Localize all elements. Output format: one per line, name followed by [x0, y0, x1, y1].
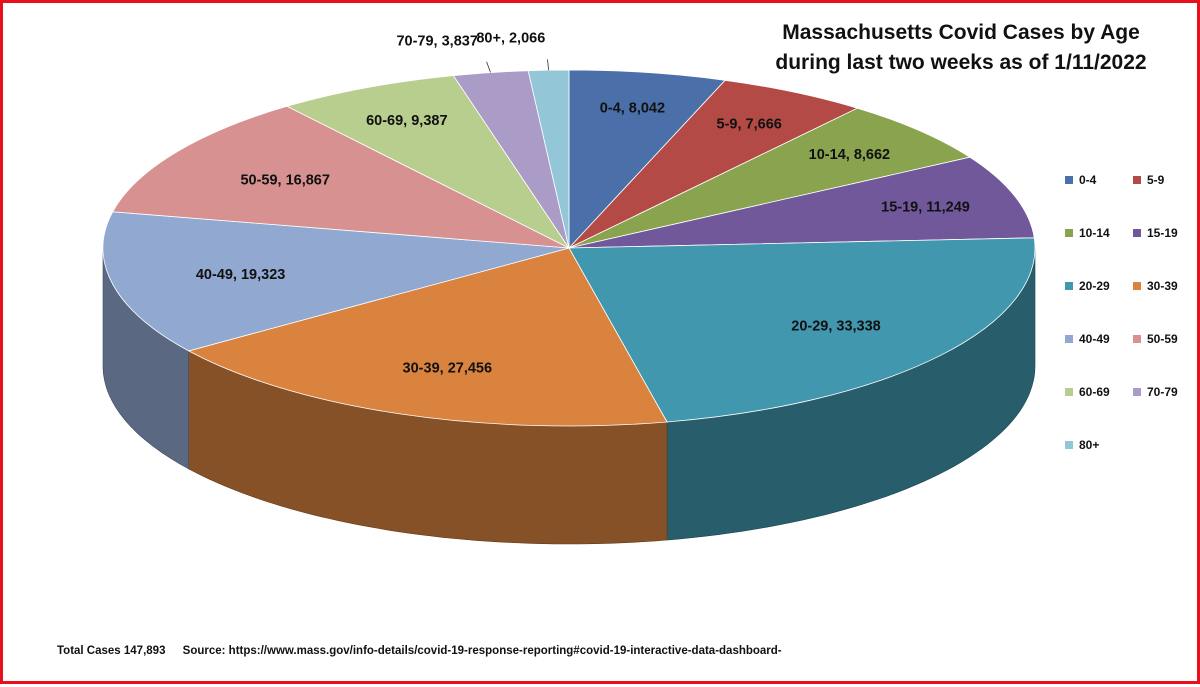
pie-chart: 0-4, 8,042 5-9, 7,666 10-14, 8,662 15-19, 1… — [102, 31, 1036, 545]
legend-swatch — [1133, 229, 1141, 237]
data-label-20-29: 20-29, 33,338 — [791, 319, 881, 335]
legend-label: 10-14 — [1079, 226, 1110, 240]
legend-swatch — [1133, 282, 1141, 290]
legend-item-80plus: 80+ — [1065, 438, 1099, 452]
chart-title-line-2: during last two weeks as of 1/11/2022 — [775, 51, 1147, 74]
legend-swatch — [1133, 335, 1141, 343]
legend-swatch — [1065, 388, 1073, 396]
data-label-5-9: 5-9, 7,666 — [717, 116, 782, 132]
legend-item-20-29: 20-29 — [1065, 279, 1110, 293]
legend-item-0-4: 0-4 — [1065, 173, 1096, 187]
legend-swatch — [1133, 388, 1141, 396]
legend-label: 70-79 — [1147, 385, 1178, 399]
pie-slice-60-69 — [286, 75, 571, 250]
pie-slices — [102, 69, 1036, 427]
data-label-80plus: 80+, 2,066 — [476, 31, 545, 47]
data-label-50-59: 50-59, 16,867 — [240, 173, 330, 189]
legend-swatch — [1065, 282, 1073, 290]
data-label-10-14: 10-14, 8,662 — [809, 147, 890, 163]
pie-slice-40-49 — [102, 211, 570, 352]
total-cases-note: Total Cases 147,893 — [57, 645, 166, 657]
data-label-70-79: 70-79, 3,837 — [396, 34, 477, 50]
legend-label: 30-39 — [1147, 279, 1178, 293]
legend-item-70-79: 70-79 — [1133, 385, 1178, 399]
pie-slice-20-29 — [568, 237, 1036, 423]
legend-item-50-59: 50-59 — [1133, 332, 1178, 346]
legend-item-10-14: 10-14 — [1065, 226, 1110, 240]
pie-side-walls — [102, 247, 1036, 545]
legend-label: 20-29 — [1079, 279, 1110, 293]
leader-line-80plus — [547, 59, 549, 71]
legend-label: 60-69 — [1079, 385, 1110, 399]
legend-label: 0-4 — [1079, 173, 1097, 187]
legend-swatch — [1065, 176, 1073, 184]
legend-label: 40-49 — [1079, 332, 1110, 346]
legend-item-40-49: 40-49 — [1065, 332, 1110, 346]
data-labels: 0-4, 8,042 5-9, 7,666 10-14, 8,662 15-19, 1… — [196, 31, 970, 377]
data-label-0-4: 0-4, 8,042 — [600, 101, 665, 117]
legend-label: 15-19 — [1147, 226, 1178, 240]
source-note: Source: https://www.mass.gov/info-detail… — [182, 645, 782, 657]
pie-slice-0-4 — [568, 69, 726, 250]
legend-swatch — [1065, 441, 1073, 449]
pie-slice-50-59 — [112, 105, 570, 249]
legend-swatch — [1065, 229, 1073, 237]
legend-swatch — [1065, 335, 1073, 343]
data-label-15-19: 15-19, 11,249 — [881, 199, 970, 215]
legend-item-15-19: 15-19 — [1133, 226, 1178, 240]
data-label-40-49: 40-49, 19,323 — [196, 267, 286, 283]
data-label-60-69: 60-69, 9,387 — [366, 113, 447, 129]
legend-item-5-9: 5-9 — [1133, 173, 1164, 187]
pie-slice-15-19 — [568, 156, 1035, 249]
data-label-30-39: 30-39, 27,456 — [403, 360, 493, 376]
legend-label: 50-59 — [1147, 332, 1178, 346]
pie-slice-5-9 — [568, 79, 859, 249]
pie-slice-10-14 — [568, 107, 971, 249]
legend-label: 80+ — [1079, 438, 1100, 452]
leader-line-70-79 — [486, 61, 491, 73]
legend-swatch — [1133, 176, 1141, 184]
legend-item-30-39: 30-39 — [1133, 279, 1178, 293]
legend-label: 5-9 — [1147, 173, 1165, 187]
chart-footer: Total Cases 147,893 Source: https://www.… — [57, 645, 782, 657]
pie-slice-30-39 — [187, 247, 668, 427]
legend-item-60-69: 60-69 — [1065, 385, 1110, 399]
chart-title-line-1: Massachusetts Covid Cases by Age — [782, 21, 1140, 44]
